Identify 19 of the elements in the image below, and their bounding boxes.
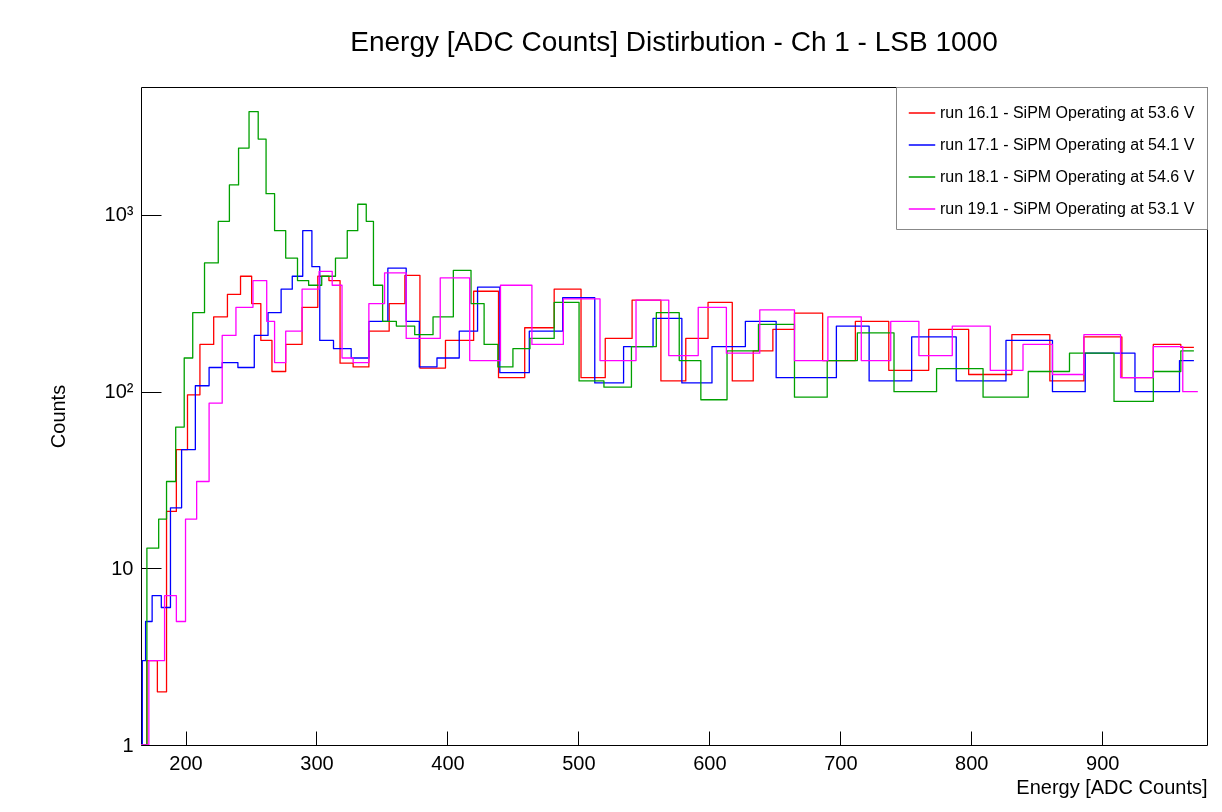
legend-label: run 16.1 - SiPM Operating at 53.6 V [940,104,1195,121]
legend-label: run 17.1 - SiPM Operating at 54.1 V [940,136,1195,153]
x-tick-label: 200 [169,751,203,774]
x-tick-label: 300 [300,751,334,774]
y-tick-label: 1 [122,733,134,756]
x-axis-title: Energy [ADC Counts] [1016,775,1208,798]
y-axis-title: Counts [46,384,69,449]
x-tick-label: 500 [562,751,596,774]
chart-title: Energy [ADC Counts] Distirbution - Ch 1 - LSB 1000 [350,25,998,57]
y-tick-label: 10² [104,380,134,403]
x-tick-label: 900 [1086,751,1120,774]
x-tick-label: 600 [693,751,727,774]
x-tick-label: 400 [431,751,465,774]
legend-label: run 18.1 - SiPM Operating at 54.6 V [940,168,1195,185]
x-tick-label: 700 [824,751,858,774]
legend-label: run 19.1 - SiPM Operating at 53.1 V [940,200,1195,217]
y-tick-label: 10³ [104,203,134,226]
x-tick-label: 800 [955,751,989,774]
y-tick-label: 10 [111,556,134,579]
